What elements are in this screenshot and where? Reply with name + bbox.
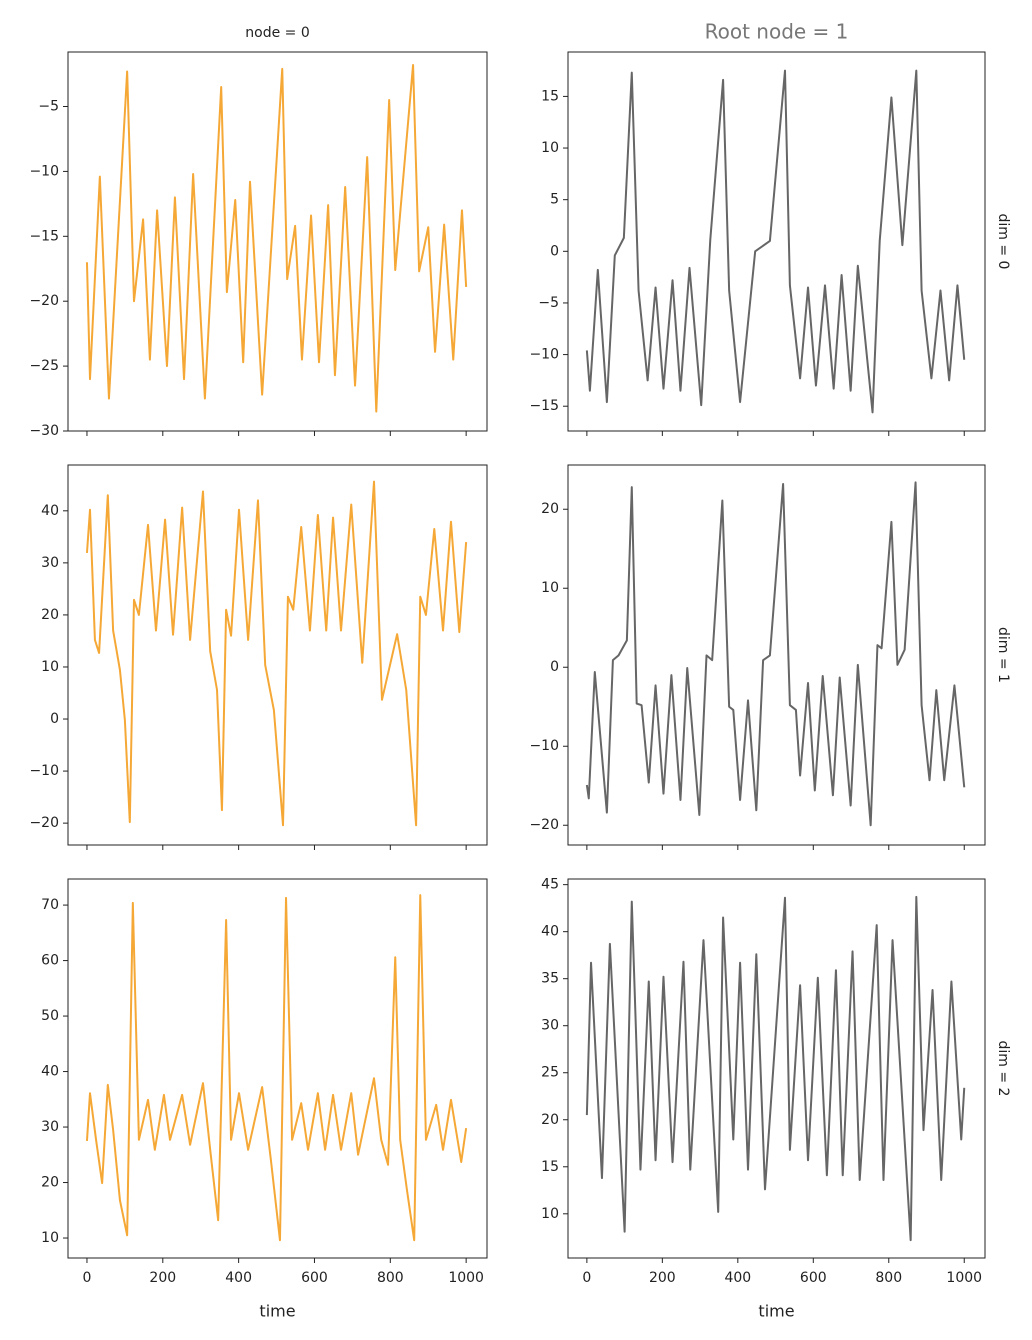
x-tick-label: 600	[800, 1270, 827, 1286]
x-tick-label: 200	[649, 1270, 676, 1286]
y-tick-label: 15	[541, 1159, 559, 1175]
y-tick-label: 45	[541, 877, 559, 893]
y-tick-label: 20	[541, 1112, 559, 1128]
y-tick-label: 70	[41, 897, 59, 913]
x-tick-label: 1000	[448, 1270, 484, 1286]
plot-frame	[67, 51, 488, 432]
row-label: dim = 1	[995, 627, 1011, 683]
y-tick-label: 0	[50, 711, 59, 727]
y-tick-label: 10	[541, 580, 559, 596]
y-tick-label: −15	[29, 228, 59, 244]
data-line	[585, 69, 966, 414]
y-tick-label: 40	[541, 924, 559, 940]
x-tick-label: 400	[724, 1270, 751, 1286]
y-tick-label: 25	[541, 1065, 559, 1081]
x-tick-label: 0	[582, 1270, 591, 1286]
y-tick-label: 10	[541, 140, 559, 156]
y-tick-label: 0	[550, 659, 559, 675]
y-tick-label: 40	[41, 503, 59, 519]
y-tick-label: 20	[41, 1175, 59, 1191]
y-tick-label: 20	[41, 607, 59, 623]
x-tick-label: 400	[225, 1270, 252, 1286]
y-tick-label: −10	[529, 738, 559, 754]
facet-title: node = 0	[245, 25, 309, 41]
plot-frame	[67, 464, 488, 846]
y-tick-label: 30	[541, 1018, 559, 1034]
data-line	[85, 480, 468, 827]
y-tick-label: 15	[541, 88, 559, 104]
y-tick-label: 10	[41, 1230, 59, 1246]
data-line	[585, 895, 966, 1242]
x-axis-label: time	[758, 1302, 794, 1321]
plot-frame	[67, 878, 488, 1259]
row-label: dim = 0	[995, 214, 1011, 270]
x-tick-label: 800	[875, 1270, 902, 1286]
y-tick-label: −15	[529, 398, 559, 414]
y-tick-label: −10	[29, 763, 59, 779]
y-tick-label: −5	[538, 295, 559, 311]
y-tick-label: 40	[41, 1064, 59, 1080]
y-tick-label: 0	[550, 243, 559, 259]
x-tick-label: 1000	[946, 1270, 982, 1286]
y-tick-label: 10	[541, 1206, 559, 1222]
y-tick-label: −10	[29, 163, 59, 179]
y-tick-label: −30	[29, 423, 59, 439]
y-tick-label: −25	[29, 358, 59, 374]
y-tick-label: −10	[529, 347, 559, 363]
y-tick-label: 35	[541, 971, 559, 987]
data-line	[585, 481, 966, 827]
x-tick-label: 200	[149, 1270, 176, 1286]
x-tick-label: 0	[82, 1270, 91, 1286]
plot-frame	[567, 878, 986, 1259]
data-line	[85, 894, 468, 1242]
y-tick-label: 20	[541, 501, 559, 517]
y-tick-label: −20	[29, 293, 59, 309]
y-tick-label: 5	[550, 192, 559, 208]
y-tick-label: −20	[29, 815, 59, 831]
y-tick-label: −20	[529, 817, 559, 833]
plot-frame	[567, 464, 986, 846]
plot-frame	[567, 51, 986, 432]
y-tick-label: 30	[41, 1119, 59, 1135]
y-tick-label: 60	[41, 953, 59, 969]
data-line	[85, 63, 468, 413]
y-tick-label: 10	[41, 659, 59, 675]
row-label: dim = 2	[995, 1041, 1011, 1097]
y-tick-label: 30	[41, 555, 59, 571]
y-tick-label: −5	[38, 99, 59, 115]
x-tick-label: 600	[301, 1270, 328, 1286]
x-axis-label: time	[259, 1302, 295, 1321]
y-tick-label: 50	[41, 1008, 59, 1024]
x-tick-label: 800	[377, 1270, 404, 1286]
facet-title: Root node = 1	[705, 20, 849, 44]
